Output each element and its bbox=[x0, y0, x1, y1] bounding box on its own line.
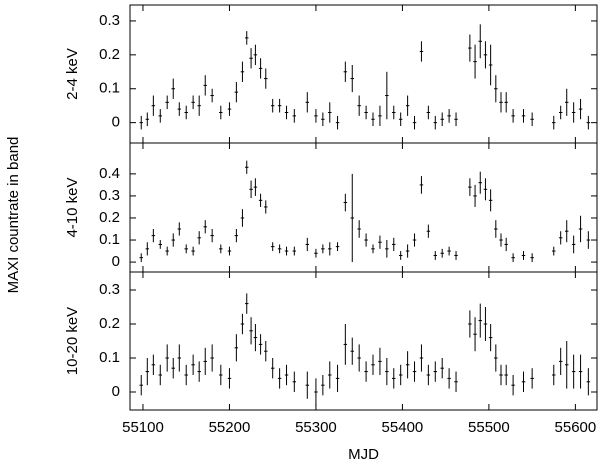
y-tick-label: 0.1 bbox=[99, 80, 120, 97]
plot-frame bbox=[129, 4, 598, 144]
y-tick-label: 0.2 bbox=[99, 209, 120, 226]
x-tick-label: 55500 bbox=[468, 419, 510, 436]
y-tick-label: 0.4 bbox=[99, 165, 120, 182]
x-tick-label: 55600 bbox=[555, 419, 597, 436]
x-tick-label: 55100 bbox=[122, 419, 164, 436]
y-tick-label: 0 bbox=[112, 114, 120, 131]
x-tick-label: 55300 bbox=[295, 419, 337, 436]
y-tick-label: 0.3 bbox=[99, 187, 120, 204]
plot-frame bbox=[129, 142, 598, 273]
y-tick-label: 0.3 bbox=[99, 281, 120, 298]
y-tick-label: 0.1 bbox=[99, 349, 120, 366]
plot-frame bbox=[129, 271, 598, 411]
x-axis-label: MJD bbox=[348, 446, 379, 463]
y-tick-label: 0.2 bbox=[99, 46, 120, 63]
panel-label: 10-20 keV bbox=[64, 307, 81, 375]
panel-label: 2-4 keV bbox=[64, 48, 81, 100]
panel-label: 4-10 keV bbox=[64, 177, 81, 237]
y-tick-label: 0 bbox=[112, 383, 120, 400]
y-axis-label: MAXI countrate in band bbox=[5, 137, 22, 294]
y-tick-label: 0.3 bbox=[99, 12, 120, 29]
x-tick-label: 55200 bbox=[209, 419, 251, 436]
y-tick-label: 0 bbox=[112, 253, 120, 270]
y-tick-label: 0.1 bbox=[99, 231, 120, 248]
x-tick-label: 55400 bbox=[382, 419, 424, 436]
y-tick-label: 0.2 bbox=[99, 315, 120, 332]
